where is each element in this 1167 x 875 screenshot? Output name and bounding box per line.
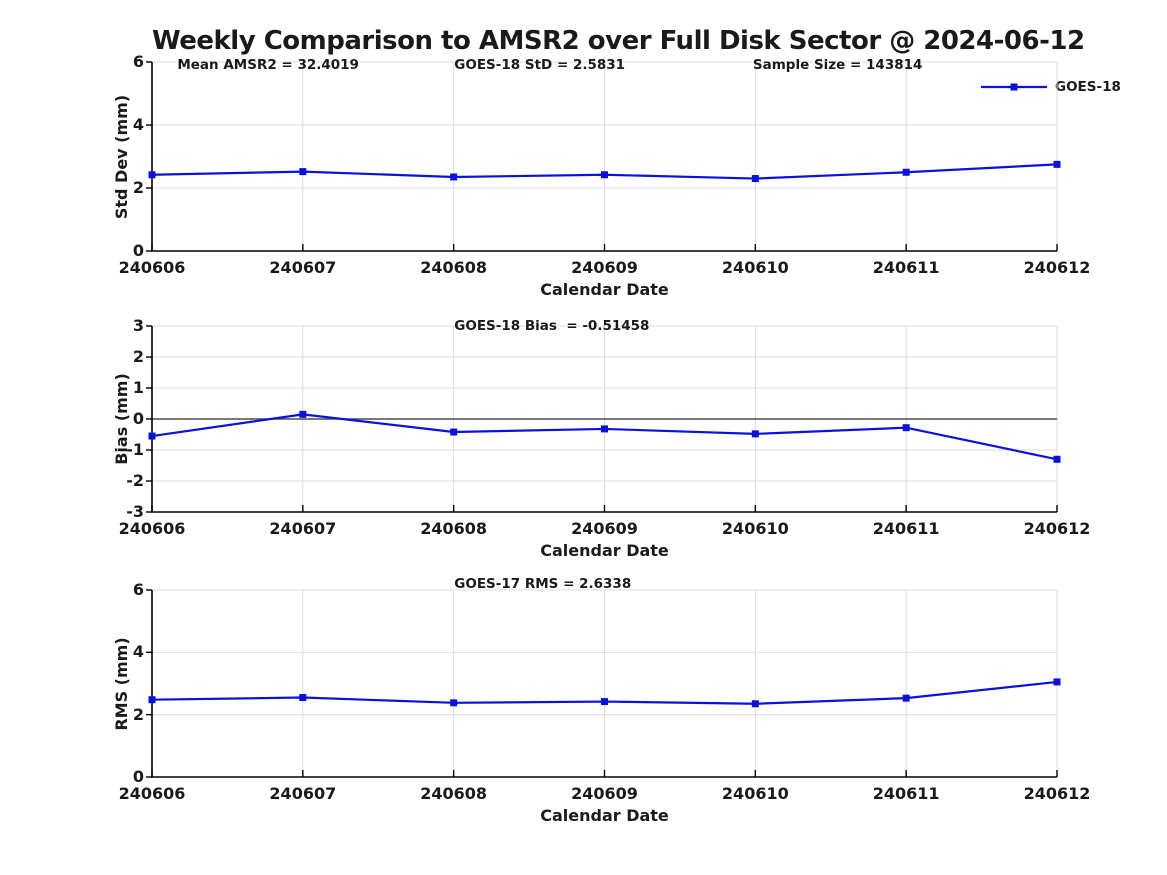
y-tick-label: 1 — [132, 378, 144, 397]
data-point-marker — [148, 696, 156, 704]
x-tick-label: 240607 — [269, 258, 337, 277]
data-point-marker — [1053, 160, 1061, 168]
data-point-marker — [601, 425, 608, 433]
x-tick-label: 240612 — [1023, 258, 1091, 277]
plot-area-stddev — [146, 61, 1061, 252]
figure-title: Weekly Comparison to AMSR2 over Full Dis… — [152, 26, 1085, 56]
data-point-marker — [902, 168, 910, 176]
x-axis-label-stddev: Calendar Date — [540, 280, 669, 299]
data-point-marker — [902, 694, 910, 702]
x-axis-label-rms: Calendar Date — [540, 806, 669, 825]
legend-label: GOES-18 — [1055, 79, 1121, 95]
y-tick-label: 6 — [132, 52, 144, 71]
x-tick-label: 240612 — [1023, 519, 1091, 538]
x-tick-label: 240610 — [721, 784, 789, 803]
y-axis-label-rms: RMS (mm) — [112, 636, 131, 731]
y-axis-label-stddev: Std Dev (mm) — [112, 94, 131, 219]
x-tick-label: 240610 — [721, 519, 789, 538]
x-tick-label: 240606 — [118, 519, 186, 538]
x-tick-label: 240611 — [872, 784, 940, 803]
x-axis-label-bias: Calendar Date — [540, 541, 669, 560]
data-point-marker — [1053, 678, 1061, 686]
y-tick-label: 3 — [132, 316, 144, 335]
y-tick-label: 4 — [132, 642, 144, 662]
x-tick-label: 240611 — [872, 258, 940, 277]
x-tick-label: 240608 — [420, 258, 488, 277]
y-tick-label: 6 — [132, 580, 144, 599]
y-tick-label: 0 — [132, 409, 144, 428]
x-tick-label: 240608 — [420, 784, 488, 803]
data-point-marker — [299, 168, 307, 176]
annotation-rms-0: GOES-17 RMS = 2.6338 — [454, 576, 632, 592]
y-tick-label: 4 — [132, 115, 144, 134]
x-tick-label: 240606 — [118, 258, 186, 277]
plot-area-rms — [146, 589, 1061, 778]
y-tick-label: 0 — [132, 241, 144, 260]
data-point-marker — [450, 699, 458, 707]
y-tick-label: 2 — [132, 347, 144, 366]
y-tick-label: -1 — [126, 440, 144, 459]
annotation-stddev-2: Sample Size = 143814 — [752, 57, 923, 73]
data-point-marker — [751, 430, 759, 438]
data-point-marker — [1053, 455, 1061, 463]
x-tick-label: 240612 — [1023, 784, 1091, 803]
legend-line-marker-icon — [981, 83, 1047, 91]
y-tick-label: -2 — [126, 471, 144, 490]
x-tick-label: 240606 — [118, 784, 186, 803]
annotation-stddev-0: Mean AMSR2 = 32.4019 — [177, 57, 359, 73]
x-tick-label: 240609 — [571, 258, 638, 277]
data-point-marker — [601, 171, 608, 179]
y-tick-label: 2 — [132, 704, 144, 724]
data-point-marker — [450, 173, 458, 181]
x-tick-label: 240608 — [420, 519, 488, 538]
legend: GOES-18 — [981, 79, 1121, 95]
x-tick-label: 240607 — [269, 784, 337, 803]
data-point-marker — [450, 428, 458, 436]
x-tick-label: 240607 — [269, 519, 337, 538]
data-point-marker — [601, 698, 608, 706]
data-point-marker — [902, 424, 910, 432]
annotation-stddev-1: GOES-18 StD = 2.5831 — [454, 57, 626, 73]
data-point-marker — [751, 700, 759, 708]
x-tick-label: 240610 — [721, 258, 789, 277]
data-point-marker — [751, 175, 759, 183]
data-point-marker — [148, 171, 156, 179]
y-tick-label: 2 — [132, 178, 144, 197]
x-tick-label: 240609 — [571, 519, 638, 538]
plot-area-bias — [146, 325, 1061, 513]
y-tick-label: -3 — [126, 502, 144, 521]
x-tick-label: 240611 — [872, 519, 940, 538]
y-tick-label: 0 — [132, 767, 144, 786]
y-axis-label-bias: Bias (mm) — [112, 373, 131, 465]
data-point-marker — [148, 432, 156, 440]
data-point-marker — [299, 410, 307, 418]
annotation-bias-0: GOES-18 Bias = -0.51458 — [454, 318, 650, 334]
data-point-marker — [299, 694, 307, 702]
x-tick-label: 240609 — [571, 784, 638, 803]
